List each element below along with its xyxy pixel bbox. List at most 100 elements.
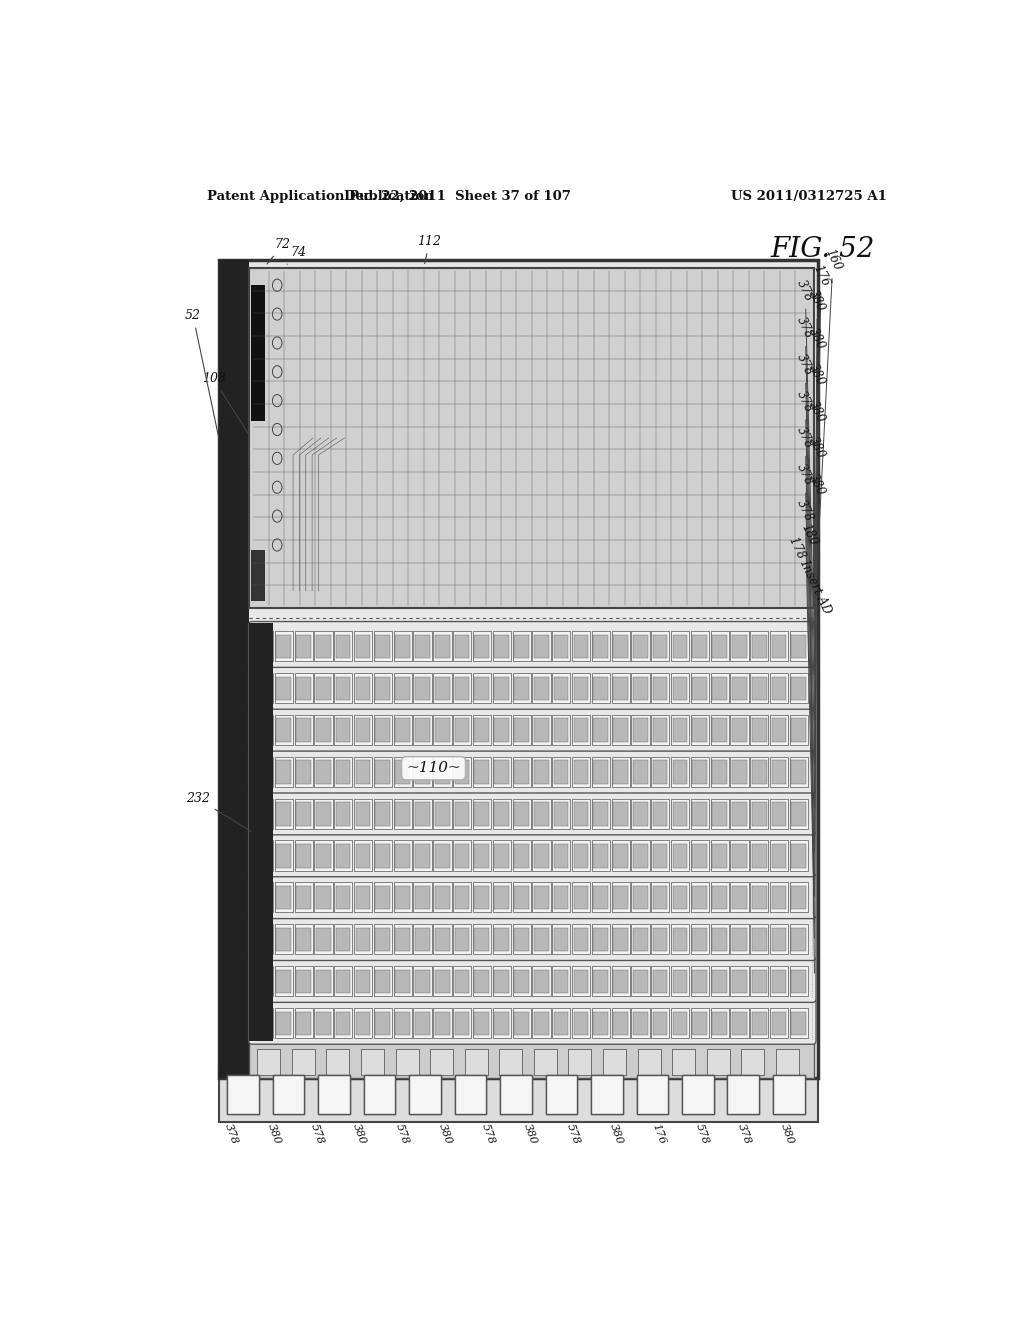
Bar	[276, 718, 291, 742]
Bar	[376, 1011, 390, 1035]
Text: 378: 378	[795, 425, 816, 836]
Text: 578: 578	[394, 1122, 411, 1146]
Bar	[790, 715, 808, 744]
Bar	[611, 924, 630, 954]
Bar	[414, 799, 432, 829]
Bar	[493, 631, 511, 661]
Bar	[652, 760, 668, 784]
Bar	[752, 718, 767, 742]
Bar	[672, 1049, 695, 1074]
Bar	[773, 1076, 805, 1114]
Bar	[573, 803, 588, 826]
Bar	[376, 803, 390, 826]
FancyBboxPatch shape	[249, 664, 816, 709]
Bar	[592, 715, 610, 744]
Bar	[296, 803, 311, 826]
Bar	[493, 841, 511, 871]
Bar	[532, 882, 551, 912]
Bar	[393, 924, 412, 954]
Bar	[532, 841, 551, 871]
Bar	[455, 677, 469, 700]
Bar	[354, 841, 373, 871]
Bar	[593, 886, 608, 909]
Bar	[513, 631, 530, 661]
Bar	[772, 677, 786, 700]
Text: 578: 578	[308, 1122, 325, 1146]
Bar	[611, 673, 630, 704]
Bar	[792, 886, 806, 909]
Bar	[473, 799, 492, 829]
Bar	[613, 843, 628, 867]
Bar	[632, 756, 649, 787]
Bar	[314, 799, 333, 829]
Bar	[274, 1008, 293, 1038]
Bar	[473, 841, 492, 871]
Bar	[711, 631, 729, 661]
Bar	[334, 882, 352, 912]
Bar	[513, 924, 530, 954]
Bar	[552, 1008, 570, 1038]
Bar	[453, 756, 471, 787]
Bar	[732, 677, 746, 700]
Bar	[295, 966, 312, 997]
Bar	[415, 677, 430, 700]
Bar	[554, 677, 568, 700]
Bar	[572, 1008, 590, 1038]
Bar	[770, 756, 788, 787]
Bar	[474, 886, 489, 909]
Bar	[493, 799, 511, 829]
Bar	[473, 715, 492, 744]
Bar	[435, 928, 450, 952]
Bar	[692, 803, 708, 826]
Bar	[274, 631, 293, 661]
Bar	[314, 756, 333, 787]
Bar	[415, 928, 430, 952]
Bar	[673, 635, 687, 659]
Bar	[296, 886, 311, 909]
Bar	[554, 718, 568, 742]
Bar	[393, 966, 412, 997]
Bar	[592, 631, 610, 661]
Bar	[374, 882, 392, 912]
Bar	[711, 924, 729, 954]
Bar	[592, 799, 610, 829]
Bar	[393, 1008, 412, 1038]
Bar	[546, 1076, 578, 1114]
Bar	[495, 677, 509, 700]
Bar	[393, 673, 412, 704]
Bar	[257, 677, 271, 700]
Bar	[552, 966, 570, 997]
Bar	[572, 924, 590, 954]
Bar	[493, 715, 511, 744]
Bar	[374, 799, 392, 829]
Bar	[355, 843, 371, 867]
Bar	[276, 970, 291, 993]
Bar	[730, 1008, 749, 1038]
Bar	[334, 966, 352, 997]
Bar	[632, 924, 649, 954]
Bar	[534, 886, 549, 909]
Bar	[276, 1011, 291, 1035]
Bar	[752, 760, 767, 784]
Bar	[652, 635, 668, 659]
Bar	[255, 966, 273, 997]
FancyBboxPatch shape	[249, 873, 816, 919]
Bar	[314, 631, 333, 661]
Bar	[593, 803, 608, 826]
Bar	[455, 928, 469, 952]
Bar	[613, 635, 628, 659]
Bar	[632, 1008, 649, 1038]
Bar	[611, 882, 630, 912]
Bar	[711, 799, 729, 829]
Bar	[272, 1076, 304, 1114]
Bar	[772, 928, 786, 952]
Text: 232: 232	[185, 792, 251, 832]
Bar	[430, 1049, 454, 1074]
Bar	[257, 843, 271, 867]
Bar	[613, 970, 628, 993]
Bar	[713, 843, 727, 867]
Bar	[374, 715, 392, 744]
Bar	[671, 631, 689, 661]
Bar	[572, 799, 590, 829]
Text: 380: 380	[807, 436, 827, 853]
